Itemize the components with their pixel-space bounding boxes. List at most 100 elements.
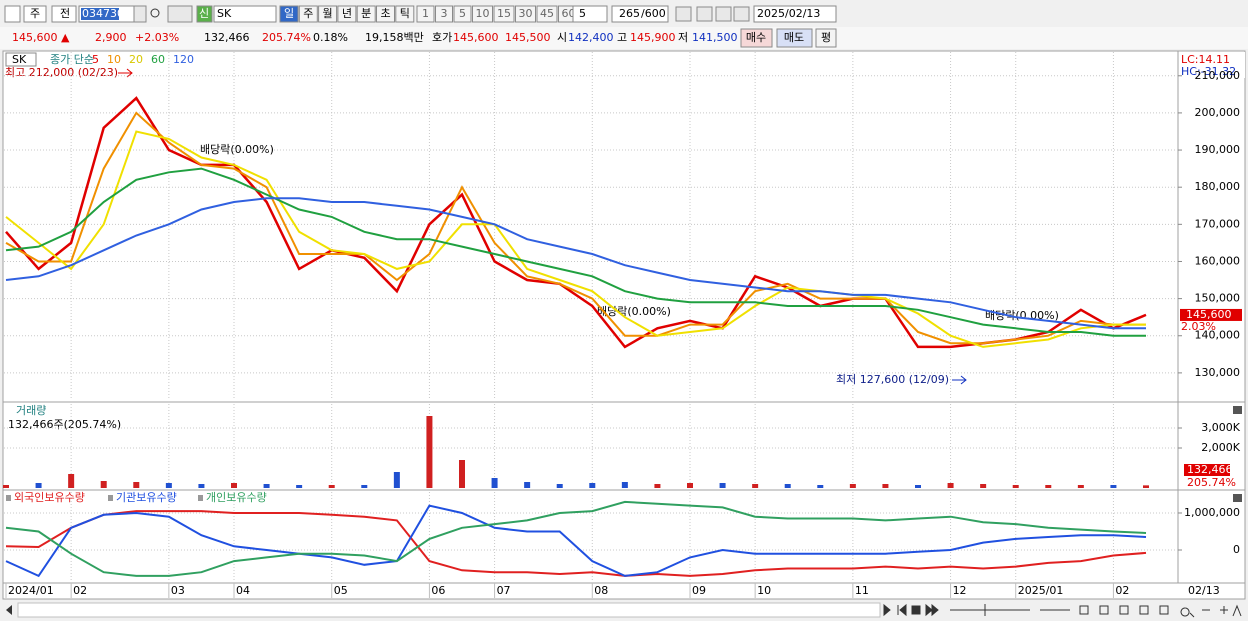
interval-button[interactable]: [279, 5, 299, 23]
avg-button[interactable]: [815, 28, 837, 48]
minute-button[interactable]: [453, 5, 472, 23]
series-line: [5, 504, 1147, 578]
search-icon[interactable]: [150, 8, 160, 18]
series-line: [5, 130, 1146, 348]
panel-icon[interactable]: [1233, 406, 1242, 414]
avg-button-text[interactable]: 평: [821, 31, 831, 44]
scroll-left[interactable]: [6, 605, 12, 615]
code-dropdown[interactable]: [133, 5, 147, 23]
volume-bar: [393, 472, 400, 488]
lc-hc-bg: [1179, 52, 1245, 78]
tool-icon[interactable]: [715, 6, 732, 22]
minute-button-text[interactable]: 3: [441, 7, 448, 20]
volume-bar: [35, 483, 42, 488]
high-arrow: [118, 68, 133, 78]
new-badge[interactable]: [196, 5, 213, 23]
quote-volume-ratio: 205.74%: [262, 31, 311, 44]
interval-button-text[interactable]: 분: [361, 7, 371, 20]
x-tick-label: 04: [236, 584, 250, 597]
quote-open-label: 시: [557, 31, 567, 44]
x-tick-label: 10: [757, 584, 771, 597]
symbol-label: SK: [12, 53, 27, 66]
count-input[interactable]: [611, 5, 669, 23]
legend-entry: 60: [151, 53, 165, 66]
sell-button-text[interactable]: 매도: [784, 31, 804, 44]
interval-button-text[interactable]: 월: [323, 7, 333, 20]
menu-icon[interactable]: [4, 5, 21, 23]
name-input[interactable]: [213, 5, 277, 23]
x-tick-label: 11: [855, 584, 869, 597]
sound-icon[interactable]: [167, 5, 193, 23]
volume-bar: [1012, 485, 1019, 488]
volume-bar: [361, 485, 368, 488]
volume-subtitle: 132,466주(205.74%): [8, 418, 121, 431]
interval-button-text[interactable]: 일: [284, 6, 294, 20]
ex-dividend: 배당락(0.00%): [200, 143, 274, 156]
interval-button-text[interactable]: 주: [303, 7, 313, 20]
buy-button-text[interactable]: 매수: [746, 31, 766, 44]
x-tick-label: 2024/01: [8, 584, 54, 597]
interval-button-text[interactable]: 년: [342, 7, 352, 20]
minute-button[interactable]: [493, 5, 515, 23]
series-line: [5, 510, 1147, 577]
y-tick-label: 210,000: [1195, 69, 1241, 82]
unit-select[interactable]: [572, 5, 608, 23]
quote-bar: [0, 27, 1248, 49]
volume-bar: [654, 484, 661, 488]
x-tick-label: 08: [594, 584, 608, 597]
volume-tag: [1184, 464, 1230, 476]
interval-button[interactable]: [318, 5, 338, 23]
interval-button[interactable]: [376, 5, 395, 23]
scroll-controls[interactable]: [883, 603, 939, 617]
period-select[interactable]: [23, 5, 47, 23]
panel-icon[interactable]: [1233, 494, 1242, 502]
minute-button-text[interactable]: 1: [422, 7, 429, 20]
scope-select[interactable]: [51, 5, 77, 23]
quote-change-rate: +2.03%: [135, 31, 179, 44]
interval-button[interactable]: [356, 5, 376, 23]
name-text: SK: [217, 7, 232, 20]
legend-swatch: [198, 495, 203, 501]
volume-bar: [784, 484, 791, 488]
interval-button[interactable]: [337, 5, 357, 23]
code-text: 034730: [82, 7, 124, 20]
minute-button-text[interactable]: 30: [519, 7, 533, 20]
minute-button[interactable]: [515, 5, 536, 23]
tool-icon[interactable]: [696, 6, 713, 22]
volume-bar: [882, 484, 889, 488]
zoom-tools[interactable]: [950, 604, 1242, 618]
minute-button[interactable]: [435, 5, 453, 23]
tool-icon[interactable]: [675, 6, 692, 22]
x-tick-label: 03: [171, 584, 185, 597]
y-tick-label: 170,000: [1195, 217, 1241, 230]
y-tick-label: 130,000: [1195, 366, 1241, 379]
buy-button[interactable]: [740, 28, 773, 48]
volume-bar: [1143, 485, 1149, 488]
legend-entry: 10: [107, 53, 121, 66]
interval-button-text[interactable]: 초: [380, 7, 390, 20]
minute-button-text[interactable]: 10: [476, 7, 490, 20]
y-tick-label: 140,000: [1195, 329, 1241, 342]
minute-button-text[interactable]: 60: [562, 7, 576, 20]
interval-button[interactable]: [395, 5, 415, 23]
date-input[interactable]: [753, 5, 837, 23]
minute-button[interactable]: [536, 5, 558, 23]
x-end-label: 02/13: [1188, 584, 1220, 597]
minute-button-text[interactable]: 15: [497, 7, 511, 20]
minute-button-text[interactable]: 5: [459, 7, 466, 20]
minute-button-text[interactable]: 45: [540, 7, 554, 20]
sell-button[interactable]: [776, 28, 813, 48]
interval-button[interactable]: [298, 5, 318, 23]
x-tick-label: 07: [497, 584, 511, 597]
legend-swatch: [108, 495, 113, 501]
y-tick-label: 3,000K: [1201, 421, 1240, 434]
minute-button[interactable]: [472, 5, 493, 23]
volume-bar: [1110, 485, 1117, 488]
quote-ask-bid-label: 호가: [432, 31, 452, 44]
interval-button-text[interactable]: 틱: [400, 7, 410, 20]
minute-button[interactable]: [416, 5, 435, 23]
tool-icon[interactable]: [733, 6, 750, 22]
symbol-box: [5, 52, 37, 67]
x-tick-label: 06: [431, 584, 445, 597]
scroll-track[interactable]: [17, 602, 881, 618]
